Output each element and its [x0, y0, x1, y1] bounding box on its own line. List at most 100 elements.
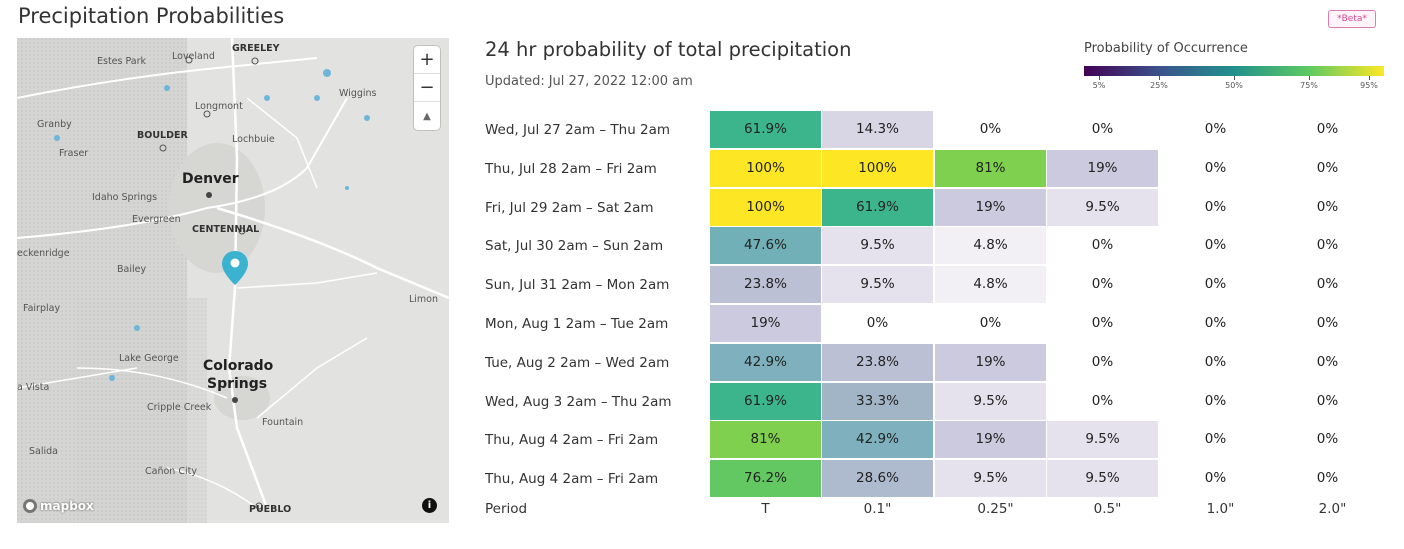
probability-cell: 0% [1316, 198, 1339, 215]
probability-cell: 0% [1204, 198, 1227, 215]
row-period-label: Thu, Aug 4 2am – Fri 2am [485, 471, 659, 488]
map-place-label: Lake George [119, 353, 179, 364]
probability-cell: 0% [979, 315, 1002, 331]
probability-cell: 9.5% [1047, 460, 1158, 498]
probability-cell: 33.3% [822, 382, 933, 420]
probability-cell: 28.6% [822, 460, 933, 498]
probability-cell: 19% [935, 421, 1046, 459]
probability-cell: 0% [1091, 392, 1114, 409]
probability-cell: 0% [1091, 121, 1114, 137]
mapbox-logo[interactable]: mapbox [23, 499, 94, 513]
probability-cell: 76.2% [710, 460, 821, 498]
legend-tick-label: 95% [1360, 81, 1378, 90]
location-pin-icon[interactable] [222, 251, 248, 289]
map-place-label: Granby [37, 119, 72, 130]
legend-tick-label: 50% [1225, 81, 1243, 90]
map-place-label: Fairplay [23, 303, 61, 314]
map-place-label: a Vista [17, 382, 50, 393]
map-place-label: Fountain [262, 417, 304, 428]
probability-cell: 0% [1091, 353, 1114, 370]
compass-button[interactable]: ▲ [423, 110, 431, 122]
map-place-label: CENTENNIAL [192, 224, 260, 235]
probability-cell: 19% [1047, 149, 1158, 187]
probability-cell: 42.9% [822, 421, 933, 459]
threshold-column-header: 0.5" [1093, 501, 1122, 517]
mapbox-logo-icon [23, 499, 37, 513]
map-place-label: Limon [409, 294, 439, 305]
map-place-label: Evergreen [132, 214, 181, 225]
map-place-label: Lochbuie [232, 134, 275, 145]
legend-ticks [1084, 76, 1384, 82]
probability-cell: 0% [866, 315, 889, 331]
probability-cell: 0% [1316, 315, 1339, 331]
probability-cell: 0% [1204, 431, 1227, 448]
mapbox-logo-text: mapbox [40, 499, 94, 513]
probability-cell: 61.9% [710, 382, 821, 420]
map-place-label: Bailey [117, 264, 147, 275]
legend-tick-label: 75% [1300, 81, 1318, 90]
legend-tick-label: 5% [1092, 81, 1106, 90]
row-period-label: Wed, Aug 3 2am – Thu 2am [485, 393, 672, 410]
map-place-label: Cripple Creek [147, 402, 212, 413]
row-period-label: Sun, Jul 31 2am – Mon 2am [485, 277, 670, 294]
map-place-label: Fraser [59, 148, 89, 159]
probability-cell: 9.5% [935, 460, 1046, 498]
probability-cell: 0% [1204, 159, 1227, 176]
page-title: Precipitation Probabilities [18, 4, 285, 28]
probability-cell: 23.8% [822, 343, 933, 381]
probability-cell: 0% [1316, 121, 1339, 137]
probability-cell: 14.3% [822, 111, 933, 148]
probability-cell: 0% [1316, 276, 1339, 293]
probability-cell: 0% [1204, 237, 1227, 254]
legend-tick [1099, 76, 1100, 80]
probability-cell: 0% [1316, 392, 1339, 409]
map[interactable]: GREELEY Loveland Estes Park Longmont Wiggins… [17, 38, 449, 523]
probability-cell: 0% [1091, 237, 1114, 254]
map-place-label: PUEBLO [249, 504, 292, 515]
probability-cell: 9.5% [935, 382, 1046, 420]
probability-cell: 19% [935, 188, 1046, 226]
row-period-label: Mon, Aug 1 2am – Tue 2am [485, 316, 669, 332]
map-place-label: Estes Park [97, 56, 147, 67]
probability-cell: 0% [1204, 353, 1227, 370]
threshold-column-header: 0.25" [977, 501, 1014, 517]
probability-cell: 0% [1316, 470, 1339, 487]
map-place-label: Wiggins [339, 88, 377, 99]
legend-color-bar [1084, 66, 1384, 76]
probability-cell: 4.8% [935, 227, 1046, 265]
row-period-label: Fri, Jul 29 2am – Sat 2am [485, 199, 654, 216]
probability-cell: 42.9% [710, 343, 821, 381]
probability-cell: 81% [935, 149, 1046, 187]
table-title: 24 hr probability of total precipitation [485, 38, 852, 61]
updated-value: Jul 27, 2022 12:00 am [548, 74, 693, 89]
threshold-column-header: 2.0" [1318, 501, 1347, 517]
legend-title: Probability of Occurrence [1084, 41, 1248, 56]
probability-cell: 61.9% [822, 188, 933, 226]
map-place-label: Colorado [203, 358, 274, 374]
probability-cell: 0% [1091, 315, 1114, 331]
row-period-label: Wed, Jul 27 2am – Thu 2am [485, 122, 671, 138]
probability-cell: 19% [710, 305, 821, 342]
probability-cell: 100% [710, 188, 821, 226]
row-period-label: Thu, Jul 28 2am – Fri 2am [485, 160, 657, 177]
probability-cell: 9.5% [1047, 188, 1158, 226]
row-period-label: Sat, Jul 30 2am – Sun 2am [485, 238, 664, 255]
legend-tick [1159, 76, 1160, 80]
info-icon[interactable]: i [422, 498, 437, 513]
map-place-label: Idaho Springs [92, 192, 158, 203]
map-place-label: eckenridge [17, 248, 70, 259]
legend-tick-label: 25% [1150, 81, 1168, 90]
map-place-label: GREELEY [232, 43, 280, 54]
probability-cell: 81% [710, 421, 821, 459]
beta-badge: *Beta* [1328, 10, 1376, 28]
updated-label: Updated: [485, 74, 545, 89]
zoom-out-button[interactable]: − [414, 74, 440, 102]
probability-cell: 0% [1316, 159, 1339, 176]
map-place-label: Salida [29, 446, 58, 457]
probability-cell: 100% [710, 149, 821, 187]
map-base [17, 38, 449, 523]
updated-timestamp: Updated: Jul 27, 2022 12:00 am [485, 74, 697, 89]
zoom-in-button[interactable]: + [414, 46, 440, 74]
legend-labels: 5% 25% 50% 75% 95% [1084, 81, 1384, 93]
probability-cell: 100% [822, 149, 933, 187]
